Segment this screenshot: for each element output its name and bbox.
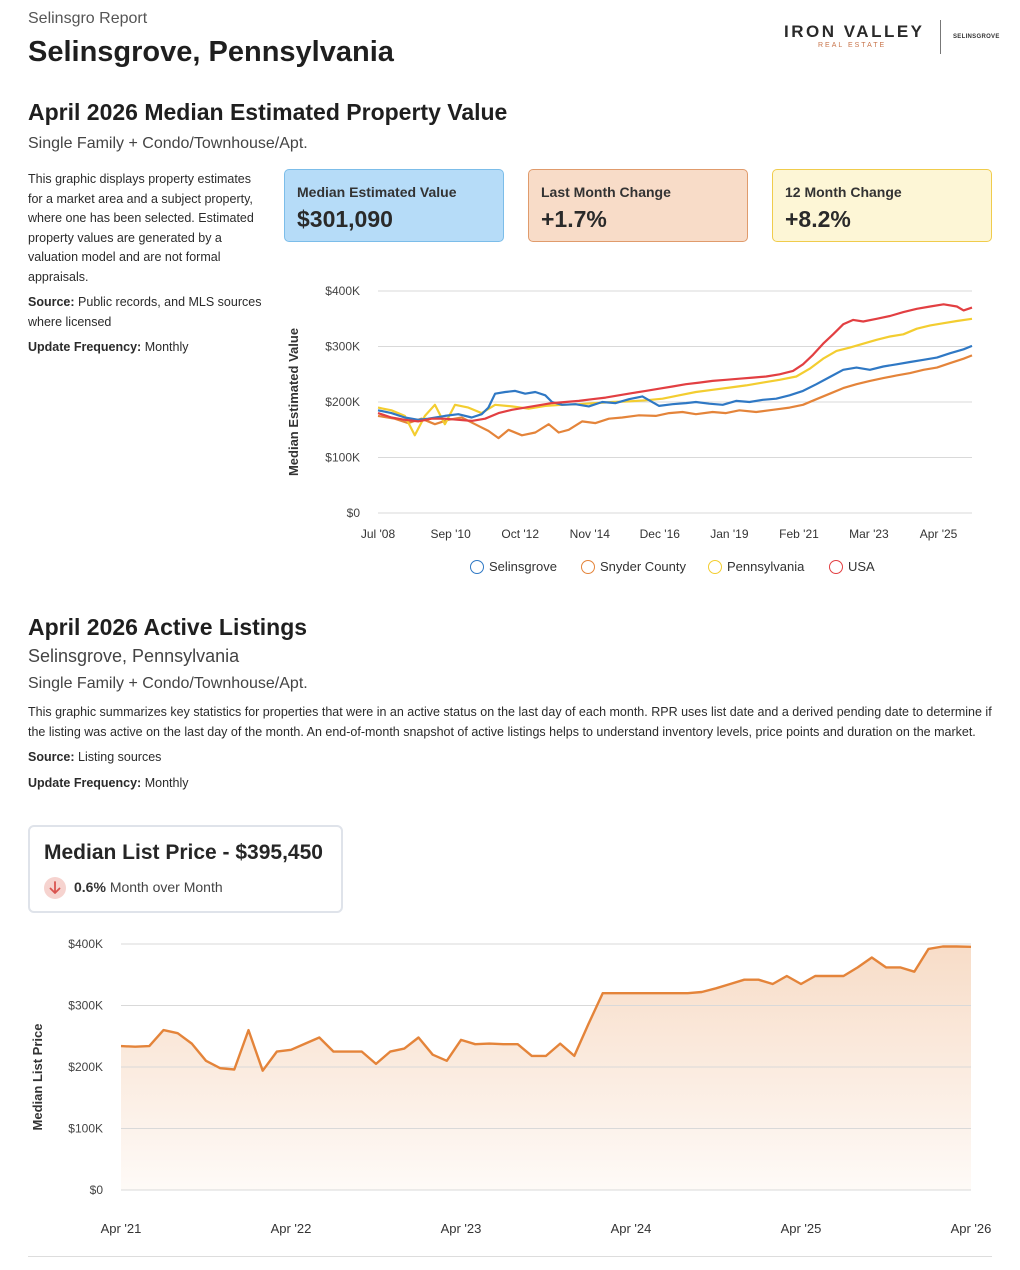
bottom-divider [28,1256,992,1257]
legend-marker [470,560,484,574]
y-tick-label: $0 [347,506,361,520]
chart-legend: Selinsgrove Snyder County Pennsylvania USA [0,0,1020,574]
legend-marker [829,560,843,574]
y-tick-label: $300K [68,999,103,1013]
listings-subtitle: Single Family + Condo/Townhouse/Apt. [28,675,308,692]
source-label: Source: [28,750,75,764]
x-tick-label: Apr '25 [781,1221,822,1236]
logo-office-text: SELINSGROVE [953,34,1000,40]
legend-label: USA [848,559,875,574]
x-tick-label: Mar '23 [849,527,889,541]
x-tick-label: Jan '19 [710,527,749,541]
report-label: Selinsgro Report [28,10,148,27]
x-tick-label: Apr '23 [441,1221,482,1236]
y-axis-label: Median Estimated Value [286,328,301,476]
listings-section-title: April 2026 Active Listings [28,614,308,640]
listings-description-text: This graphic summarizes key statistics f… [28,705,992,739]
area-fill [121,946,971,1190]
y-tick-label: $200K [325,395,360,409]
series-line-median-list-price [120,945,972,1072]
x-tick-label: Apr '24 [611,1221,652,1236]
source-text: Public records, and MLS sources where li… [28,295,262,329]
value-description-text: This graphic displays property estimates… [28,172,254,284]
frequency-label: Update Frequency: [28,340,142,354]
legend-item[interactable]: Snyder County [581,559,686,574]
down-arrow-icon [44,877,66,899]
value-section-description: This graphic displays property estimates… [28,170,268,358]
value-source: Source: Public records, and MLS sources … [28,293,268,332]
median-list-price-title: Median List Price - $395,450 [44,841,323,864]
x-tick-label: Apr '25 [920,527,958,541]
listings-source: Source: Listing sources [28,748,992,768]
legend-label: Pennsylvania [727,559,805,574]
card-value: $301,090 [297,206,393,232]
month-over-month-change: 0.6% Month over Month [74,879,223,895]
y-tick-label: $100K [325,451,360,465]
x-tick-label: Oct '12 [501,527,539,541]
listings-description: This graphic summarizes key statistics f… [28,703,992,793]
median-list-price-card: Median List Price - $395,450 0.6% Month … [28,825,343,913]
value-section-subtitle: Single Family + Condo/Townhouse/Apt. [28,135,308,152]
legend-label: Snyder County [600,559,686,574]
card-label: Last Month Change [541,184,671,200]
card-label: Median Estimated Value [297,184,457,200]
logo-divider [940,20,941,54]
logo-main-text: IRON VALLEY [784,22,925,41]
median-list-price-chart: $0 $100K $200K $300K $400K Apr '21 Apr '22 Apr … [30,937,992,1236]
y-tick-label: $400K [68,937,103,951]
y-tick-label: $100K [68,1122,103,1136]
listings-location: Selinsgrove, Pennsylvania [28,646,240,666]
value-section-title: April 2026 Median Estimated Property Val… [28,99,508,125]
x-tick-label: Dec '16 [640,527,681,541]
source-label: Source: [28,295,75,309]
card-value: +1.7% [541,206,607,232]
legend-item[interactable]: Pennsylvania [708,559,804,574]
frequency-text: Monthly [144,775,189,790]
y-tick-label: $0 [90,1183,104,1197]
median-value-card: Median Estimated Value $301,090 [284,169,504,242]
x-tick-label: Apr '21 [101,1221,142,1236]
source-text: Listing sources [78,750,162,764]
logo-sub-text: REAL ESTATE [818,42,887,49]
legend-marker [708,560,722,574]
twelve-month-change-card: 12 Month Change +8.2% [772,169,992,242]
legend-marker [581,560,595,574]
brand-logo: IRON VALLEY REAL ESTATE SELINSGROVE [770,18,1000,58]
change-label: Month over Month [109,879,223,895]
x-tick-label: Jul '08 [361,527,396,541]
estimated-value-chart: $0 $100K $200K $300K $400K Jul '08 Sep '10 Oct … [286,284,973,541]
legend-label: Selinsgrove [489,559,557,574]
x-tick-label: Apr '22 [271,1221,312,1236]
y-tick-label: $400K [325,284,360,298]
y-tick-label: $200K [68,1060,103,1074]
legend-item[interactable]: USA [829,559,875,574]
series-line-pennsylvania [377,317,973,437]
change-value: 0.6% [74,879,106,895]
page-title: Selinsgrove, Pennsylvania [28,36,394,68]
series-line-snyder-county [377,354,973,440]
card-value: +8.2% [785,206,851,232]
x-tick-label: Sep '10 [430,527,471,541]
card-label: 12 Month Change [785,184,902,200]
x-tick-label: Apr '26 [951,1221,992,1236]
x-tick-label: Feb '21 [779,527,819,541]
series-line-usa [377,303,973,423]
series-line-selinsgrove [377,344,973,421]
listings-frequency: Update Frequency: Monthly [28,774,992,794]
frequency-label: Update Frequency: [28,775,142,790]
value-frequency: Update Frequency: Monthly [28,338,268,358]
y-axis-label: Median List Price [30,1024,45,1131]
frequency-text: Monthly [144,340,189,354]
x-tick-label: Nov '14 [570,527,611,541]
last-month-change-card: Last Month Change +1.7% [528,169,748,242]
legend-item[interactable]: Selinsgrove [470,559,557,574]
y-tick-label: $300K [325,340,360,354]
